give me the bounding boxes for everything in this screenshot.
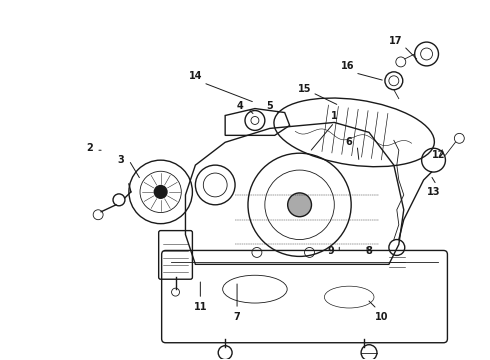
Text: 7: 7 (234, 312, 241, 322)
Text: 6: 6 (346, 137, 353, 147)
Text: 11: 11 (194, 302, 207, 312)
Text: 8: 8 (366, 247, 372, 256)
Text: 14: 14 (189, 71, 202, 81)
Text: 16: 16 (341, 61, 354, 71)
Text: 1: 1 (331, 111, 338, 121)
Text: 9: 9 (328, 247, 335, 256)
Text: 13: 13 (427, 187, 441, 197)
Text: 15: 15 (298, 84, 311, 94)
Text: 5: 5 (267, 100, 273, 111)
Text: 10: 10 (375, 312, 389, 322)
Text: 17: 17 (389, 36, 403, 46)
Circle shape (154, 185, 167, 198)
Text: 12: 12 (432, 150, 445, 160)
Text: 2: 2 (86, 143, 93, 153)
Circle shape (288, 193, 312, 217)
Text: 4: 4 (237, 100, 244, 111)
Text: 3: 3 (118, 155, 124, 165)
